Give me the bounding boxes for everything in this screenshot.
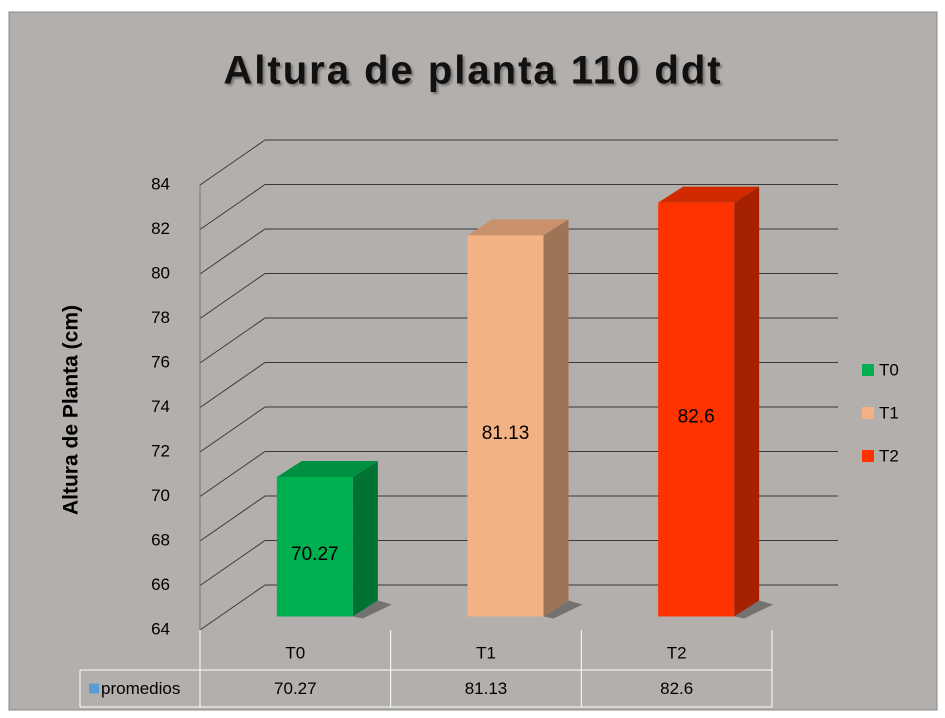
y-tick-label: 78	[151, 308, 170, 327]
bar-top	[467, 219, 569, 236]
y-tick-label: 76	[151, 352, 170, 371]
bar	[276, 476, 353, 617]
table-series-name: promedios	[101, 679, 180, 698]
legend-key	[862, 450, 874, 462]
bar-shadow	[734, 600, 774, 619]
y-tick-label: 70	[151, 486, 170, 505]
table-value: 82.6	[660, 679, 693, 698]
x-tick-label: T1	[476, 643, 496, 662]
grid-line	[199, 584, 838, 631]
legend-key	[862, 407, 874, 419]
table-value: 70.27	[274, 679, 317, 698]
grid-line	[199, 540, 838, 586]
grid-line	[199, 362, 838, 408]
data-label: 82.6	[678, 407, 715, 428]
bar-side	[352, 460, 378, 617]
y-tick-label: 84	[151, 174, 170, 193]
bar-top	[658, 186, 760, 203]
grid-line	[199, 495, 838, 542]
y-tick-label: 82	[151, 219, 170, 238]
y-tick-label: 68	[151, 530, 170, 549]
legend-label: T0	[879, 360, 899, 379]
chart-title: Altura de planta 110 ddt	[223, 49, 722, 93]
legend-label: T2	[879, 446, 899, 465]
x-tick-label: T0	[285, 643, 305, 662]
y-tick-label: 72	[151, 441, 170, 460]
bar	[467, 235, 544, 617]
table-value: 81.13	[465, 679, 508, 698]
bar-shadow	[543, 600, 583, 619]
bar-top	[276, 460, 378, 477]
y-tick-label: 74	[151, 397, 170, 416]
legend-key	[862, 364, 874, 376]
grid-line	[199, 184, 838, 230]
bar-side	[734, 186, 760, 617]
bar-side	[543, 219, 569, 617]
grid-line	[199, 228, 838, 275]
grid-line	[199, 139, 838, 186]
y-tick-label: 64	[151, 619, 170, 638]
bar-shadow	[352, 600, 392, 619]
bar	[658, 202, 735, 617]
x-tick-label: T2	[667, 643, 687, 662]
grid-line	[199, 406, 838, 453]
table-legend-key	[89, 683, 99, 694]
y-tick-label: 66	[151, 575, 170, 594]
legend-label: T1	[879, 403, 899, 422]
grid-line	[199, 273, 838, 319]
y-tick-label: 80	[151, 263, 170, 282]
y-axis-label: Altura de Planta (cm)	[60, 305, 83, 515]
grid-line	[199, 451, 838, 497]
data-label: 81.13	[482, 423, 530, 444]
data-label: 70.27	[291, 544, 339, 565]
grid-line	[199, 317, 838, 364]
